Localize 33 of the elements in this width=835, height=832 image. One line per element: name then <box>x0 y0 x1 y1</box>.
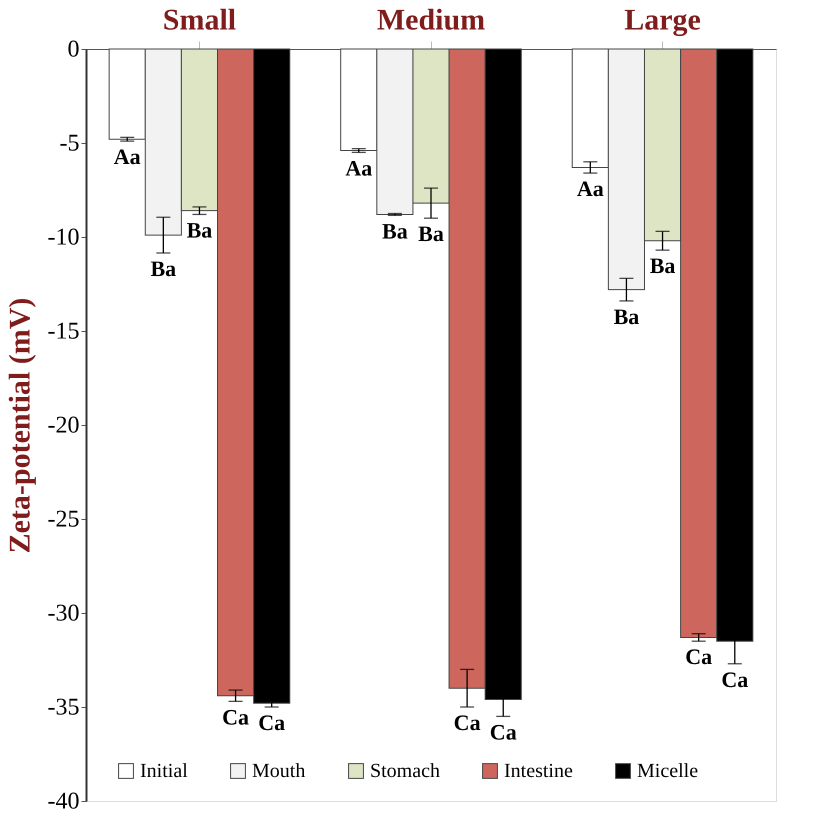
data-label: Ba <box>418 221 444 246</box>
y-tick-label: 0 <box>68 36 80 62</box>
x-tick-label: Medium <box>376 4 486 36</box>
data-label: Aa <box>114 144 141 170</box>
data-label: Ca <box>490 719 517 744</box>
y-tick-label: -20 <box>48 412 80 438</box>
y-tick-label: -25 <box>48 506 80 532</box>
legend-label: Stomach <box>370 760 440 782</box>
data-label: Ca <box>685 644 712 670</box>
y-tick-label: -5 <box>60 130 80 156</box>
y-tick-label: -15 <box>48 318 80 344</box>
data-label: Ca <box>258 710 286 735</box>
data-label: Ca <box>721 666 748 692</box>
data-label: Ba <box>382 218 408 244</box>
data-label: Ba <box>186 217 212 242</box>
data-label: Aa <box>345 155 372 180</box>
y-tick-label: -40 <box>48 788 80 814</box>
legend-label: Micelle <box>637 760 698 782</box>
data-label: Ca <box>454 710 481 735</box>
data-label: Ba <box>650 253 676 278</box>
data-label: Ba <box>614 304 640 329</box>
y-tick-label: -10 <box>48 224 80 250</box>
data-label: Aa <box>576 176 604 202</box>
y-tick-label: -30 <box>48 600 80 626</box>
y-axis-title: Zeta-potential (mV) <box>4 298 37 554</box>
legend-label: Mouth <box>252 760 306 782</box>
legend-label: Intestine <box>504 760 573 782</box>
data-label: Ba <box>150 256 176 281</box>
legend-label: Initial <box>140 760 188 782</box>
y-tick-label: -35 <box>48 694 80 720</box>
x-tick-label: Large <box>624 4 701 36</box>
data-label: Ca <box>222 704 250 730</box>
x-tick-label: Small <box>162 4 236 36</box>
